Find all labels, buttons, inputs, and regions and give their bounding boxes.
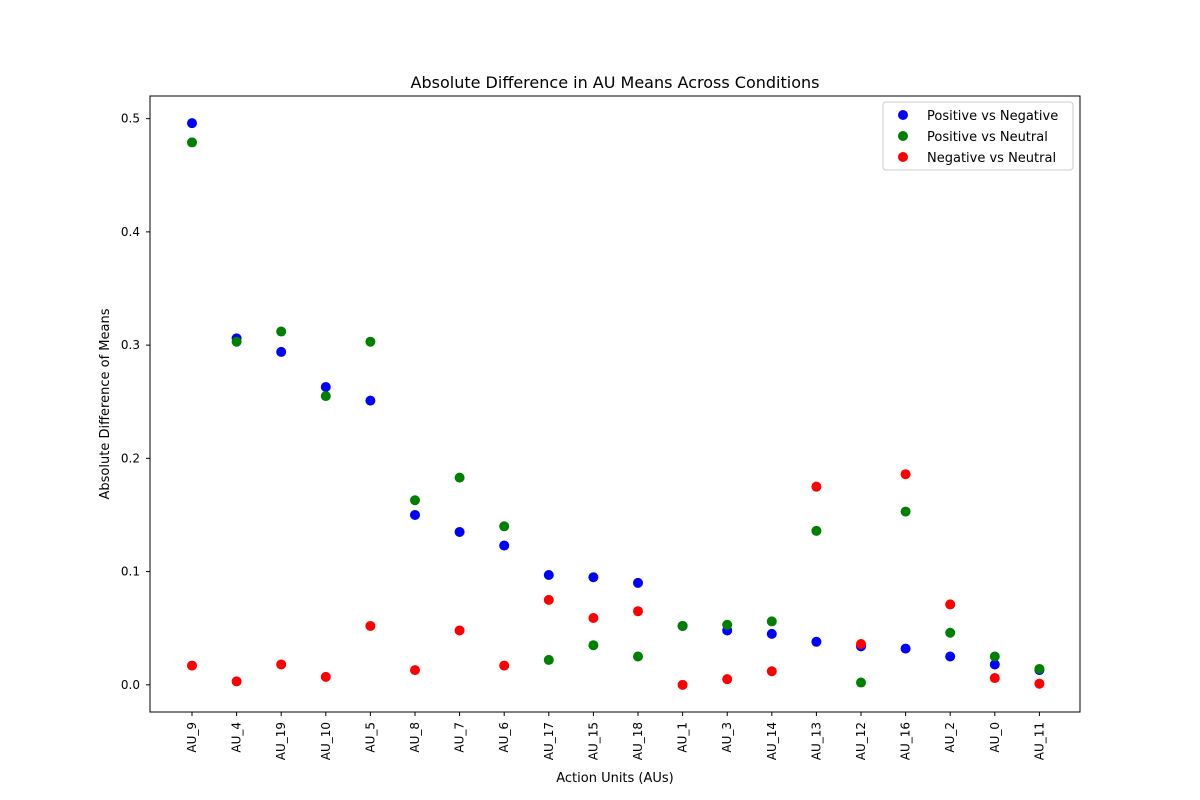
data-point [499, 521, 510, 532]
data-point [454, 625, 465, 636]
data-point [588, 640, 599, 651]
data-point [900, 469, 911, 480]
x-tick-label: AU_10 [319, 722, 333, 760]
x-tick-label: AU_3 [720, 722, 734, 753]
legend-label: Positive vs Neutral [927, 130, 1048, 145]
x-tick-label: AU_16 [899, 722, 913, 760]
data-point [320, 671, 331, 682]
data-point [677, 620, 688, 631]
x-axis-label: Action Units (AUs) [556, 771, 674, 786]
data-point [766, 666, 777, 677]
chart-title: Absolute Difference in AU Means Across C… [411, 73, 820, 92]
legend-marker [898, 152, 908, 162]
data-point [588, 572, 599, 583]
x-tick-label: AU_17 [542, 722, 556, 760]
data-point [231, 676, 242, 687]
data-point [856, 639, 866, 650]
x-tick-label: AU_15 [586, 722, 600, 760]
y-axis-label: Absolute Difference of Means [98, 308, 113, 499]
data-point [633, 651, 643, 662]
x-tick-label: AU_13 [809, 722, 823, 760]
data-point [900, 643, 911, 654]
legend-label: Negative vs Neutral [927, 151, 1056, 166]
data-point [722, 674, 733, 685]
x-tick-label: AU_6 [497, 722, 511, 753]
x-tick-label: AU_18 [631, 722, 645, 760]
x-tick-label: AU_14 [765, 722, 779, 760]
data-point [499, 660, 510, 671]
data-point [276, 326, 287, 337]
data-point [766, 628, 777, 639]
data-point [989, 651, 1000, 662]
data-point [945, 599, 956, 610]
legend-label: Positive vs Negative [927, 109, 1058, 124]
data-point [989, 673, 1000, 684]
data-point [633, 577, 643, 588]
y-tick-label: 0.5 [121, 112, 140, 126]
y-tick-label: 0.2 [121, 451, 140, 465]
data-point [454, 526, 465, 537]
data-point [187, 118, 197, 129]
data-point [945, 651, 956, 662]
x-tick-label: AU_12 [854, 722, 868, 760]
x-tick-label: AU_9 [185, 722, 199, 753]
data-point [811, 525, 822, 536]
x-tick-label: AU_2 [943, 722, 957, 753]
data-point [1034, 663, 1045, 674]
data-point [410, 495, 420, 506]
legend-marker [898, 131, 908, 141]
data-point [187, 137, 197, 148]
data-point [811, 481, 822, 492]
data-point [365, 620, 376, 631]
data-point [365, 336, 376, 347]
data-point [989, 659, 1000, 670]
x-tick-label: AU_19 [274, 722, 288, 760]
data-point [365, 395, 376, 406]
data-point [677, 679, 688, 690]
data-point [276, 346, 287, 357]
data-point [945, 627, 956, 638]
series-3 [187, 469, 1045, 690]
data-point [633, 606, 643, 617]
data-point [1034, 678, 1045, 689]
data-point [276, 659, 287, 670]
x-tick-label: AU_7 [453, 722, 467, 753]
x-tick-label: AU_0 [988, 722, 1002, 753]
data-point [410, 665, 420, 676]
x-tick-label: AU_5 [363, 722, 377, 753]
data-point [543, 569, 554, 580]
series-1 [187, 118, 1045, 676]
data-point [766, 616, 777, 627]
data-point [320, 391, 331, 402]
data-point [722, 619, 733, 630]
data-point [588, 613, 599, 624]
y-tick-label: 0.1 [121, 565, 140, 579]
data-point [811, 636, 822, 647]
legend-marker [898, 110, 908, 120]
legend: Positive vs Negative Positive vs Neutral N… [882, 101, 1074, 171]
legend-box [882, 101, 1074, 171]
data-point [187, 660, 197, 671]
x-tick-label: AU_8 [408, 722, 422, 753]
data-point [900, 506, 911, 517]
data-point [454, 472, 465, 483]
y-tick-label: 0.0 [121, 678, 140, 692]
x-tick-label: AU_11 [1032, 722, 1046, 760]
series-2 [187, 137, 1045, 688]
y-tick-label: 0.3 [121, 338, 140, 352]
data-point [320, 382, 331, 393]
data-point [410, 509, 420, 520]
y-tick-label: 0.4 [121, 225, 140, 239]
x-tick-label: AU_4 [230, 722, 244, 753]
data-point [543, 654, 554, 665]
data-point [231, 336, 242, 347]
data-point [499, 540, 510, 551]
x-tick-label: AU_1 [676, 722, 690, 753]
data-point [543, 594, 554, 605]
data-point [856, 677, 866, 688]
plot-area-frame [149, 95, 1081, 713]
